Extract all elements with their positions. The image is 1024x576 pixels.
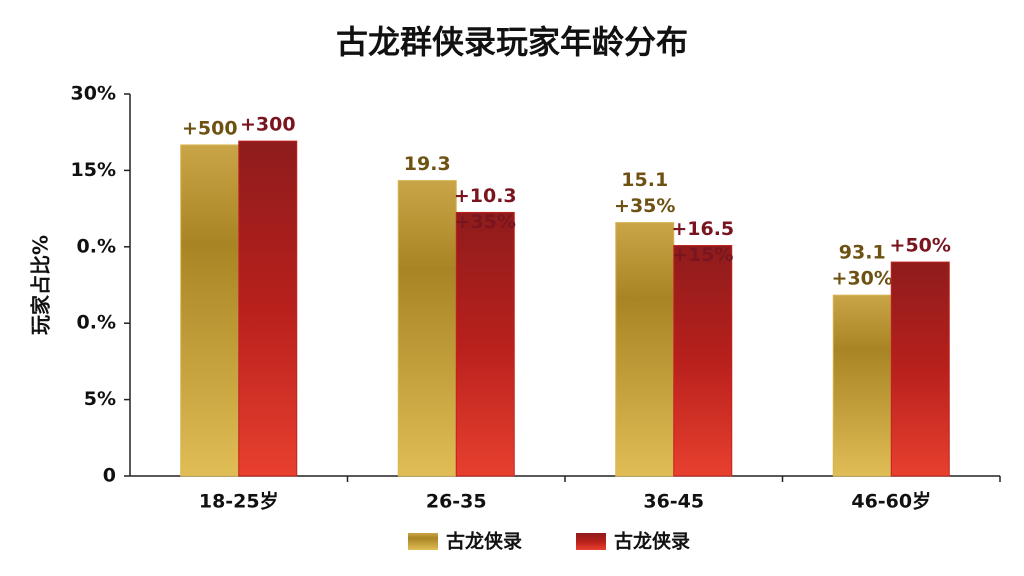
data-label: +500 <box>182 117 238 139</box>
y-tick-label: 0.% <box>77 235 116 257</box>
data-label: +35% <box>614 195 675 217</box>
data-label: +16.5 <box>671 218 734 240</box>
x-tick-label: 18-25岁 <box>199 490 279 513</box>
data-label: 15.1 <box>621 169 668 191</box>
data-label: +15% <box>672 244 733 266</box>
chart-title: 古龙群侠录玩家年龄分布 <box>336 23 688 61</box>
data-label: +30% <box>832 268 893 290</box>
bar <box>180 144 240 477</box>
bar <box>615 222 675 477</box>
bar <box>673 245 733 477</box>
bar <box>832 294 892 477</box>
y-tick-label: 15% <box>71 159 116 181</box>
bar <box>455 211 515 477</box>
data-label: 19.3 <box>404 153 451 175</box>
data-label: +300 <box>240 114 296 136</box>
legend-label: 古龙侠录 <box>446 530 522 553</box>
x-tick-label: 36-45 <box>643 491 704 513</box>
bar <box>238 140 298 477</box>
y-tick-label: 0.% <box>77 312 116 334</box>
legend-swatch <box>576 533 606 550</box>
y-tick-label: 30% <box>71 83 116 105</box>
legend-swatch <box>408 533 438 550</box>
legend-label: 古龙侠录 <box>614 530 690 553</box>
x-tick-label: 46-60岁 <box>851 490 931 513</box>
data-label: +35% <box>455 211 516 233</box>
y-tick-label: 5% <box>84 388 116 410</box>
y-axis-label: 玩家占比% <box>29 235 53 335</box>
data-label: +10.3 <box>454 185 517 207</box>
bar <box>397 180 457 477</box>
y-tick-label: 0 <box>103 465 116 487</box>
data-label: 93.1 <box>839 242 886 264</box>
x-tick-label: 26-35 <box>426 491 487 513</box>
bar <box>890 261 950 477</box>
data-label: +50% <box>890 235 951 257</box>
